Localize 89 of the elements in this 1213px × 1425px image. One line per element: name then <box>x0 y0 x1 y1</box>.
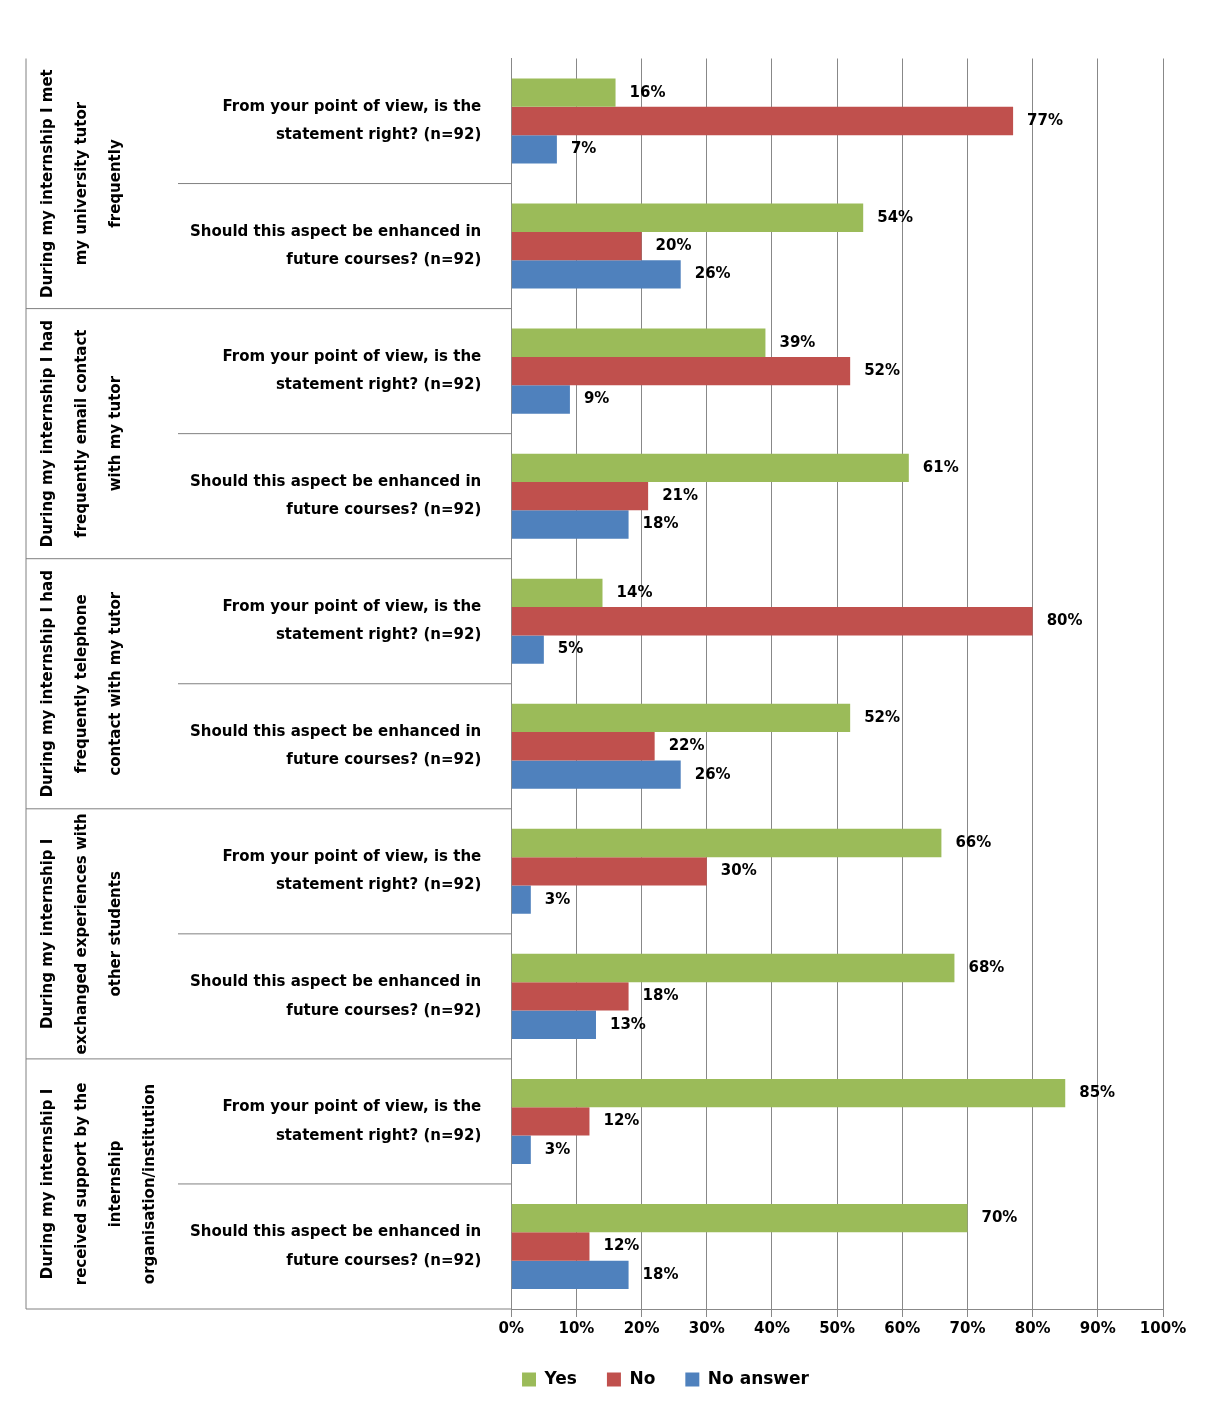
legend-label: No <box>629 1367 656 1388</box>
data-label: 68% <box>968 957 1005 976</box>
x-tick-label: 10% <box>558 1318 595 1337</box>
y-tick-label: Should this aspect be enhanced in future courses? (n=92) <box>190 1222 482 1269</box>
x-tick-label: 60% <box>884 1318 921 1337</box>
data-label: 16% <box>629 82 666 101</box>
legend-label: Yes <box>543 1367 577 1388</box>
bar <box>511 982 629 1011</box>
legend-label: No answer <box>707 1367 810 1388</box>
bar <box>511 510 629 539</box>
y-tick-label: From your point of view, is the statement right? (n=92) <box>222 346 482 394</box>
bar <box>511 385 570 414</box>
y-tick-label: From your point of view, is the statement right? (n=92) <box>222 96 482 144</box>
data-label: 61% <box>922 457 959 476</box>
y-tick-label: From your point of view, is the statement right? (n=92) <box>222 596 482 644</box>
bar <box>511 106 1014 136</box>
data-label: 5% <box>557 639 584 658</box>
text: During my internship I had frequently telephone contact with my tutor <box>37 570 124 798</box>
x-tick-label: 100% <box>1139 1318 1187 1337</box>
data-label: 12% <box>603 1111 640 1130</box>
data-label: 26% <box>694 264 731 283</box>
bar <box>511 203 864 232</box>
bar <box>511 1078 1066 1108</box>
x-tick-label: 90% <box>1079 1318 1116 1337</box>
bar <box>511 760 681 789</box>
bar <box>511 231 642 261</box>
data-label: 26% <box>694 764 731 783</box>
bar <box>511 482 649 511</box>
bar <box>511 453 909 482</box>
data-label: 7% <box>570 139 597 158</box>
data-label: 18% <box>642 514 679 533</box>
x-tick-label: 30% <box>688 1318 725 1337</box>
data-label: 14% <box>616 582 653 601</box>
text: During my internship I received support by the internship organisation/institution <box>37 1082 158 1286</box>
y-tick-label: Should this aspect be enhanced in future courses? (n=92) <box>190 221 482 269</box>
bar <box>511 732 655 761</box>
bar <box>511 1260 629 1289</box>
y-tick-label: Should this aspect be enhanced in future courses? (n=92) <box>190 721 482 769</box>
data-label: 39% <box>779 332 816 351</box>
bar <box>511 1010 596 1039</box>
bar <box>511 135 557 164</box>
data-label: 3% <box>544 889 571 908</box>
bar <box>511 328 766 357</box>
x-tick-label: 40% <box>754 1318 790 1337</box>
x-tick-label: 70% <box>949 1318 986 1337</box>
bar <box>511 828 942 858</box>
data-label: 12% <box>603 1236 640 1255</box>
bar <box>511 1232 590 1261</box>
data-label: 18% <box>642 1264 679 1283</box>
data-label: 18% <box>642 986 679 1005</box>
data-label: 13% <box>609 1014 646 1033</box>
data-label: 52% <box>864 361 901 380</box>
data-label: 85% <box>1079 1082 1116 1101</box>
bar <box>511 953 955 983</box>
data-label: 66% <box>955 832 992 851</box>
y-tick-label: Should this aspect be enhanced in future courses? (n=92) <box>190 972 482 1019</box>
data-label: 3% <box>544 1139 571 1158</box>
y-tick-label: Should this aspect be enhanced in future courses? (n=92) <box>190 471 482 519</box>
bar <box>511 607 1033 636</box>
data-label: 20% <box>655 235 692 254</box>
data-label: 21% <box>662 486 699 505</box>
y-tick-label: From your point of view, is the statement right? (n=92) <box>222 846 482 894</box>
bar <box>511 78 616 107</box>
bar <box>511 857 707 886</box>
y-tick-label: From your point of view, is the statement right? (n=92) <box>222 1097 482 1144</box>
bar <box>511 635 544 664</box>
data-label: 54% <box>877 207 914 226</box>
bar <box>511 1203 968 1233</box>
text: During my internship I met my university tutor frequently <box>37 69 124 298</box>
bar <box>511 1107 590 1136</box>
data-label: 70% <box>981 1208 1018 1227</box>
bar <box>511 260 681 289</box>
data-label: 80% <box>1046 611 1083 630</box>
x-tick-label: 20% <box>623 1318 660 1337</box>
data-label: 22% <box>668 736 705 755</box>
bar <box>511 1135 531 1164</box>
x-tick-label: 80% <box>1014 1318 1051 1337</box>
text: During my internship I had frequently email contact with my tutor <box>37 320 124 548</box>
data-label: 9% <box>583 389 610 408</box>
bar <box>511 885 531 914</box>
text: During my internship I exchanged experiences with other students <box>37 813 124 1055</box>
x-tick-label: 0% <box>498 1318 524 1337</box>
data-label: 52% <box>864 707 901 726</box>
x-tick-label: 50% <box>819 1318 856 1337</box>
data-label: 77% <box>1027 110 1064 129</box>
bar <box>511 703 851 733</box>
data-label: 30% <box>720 861 757 880</box>
bar <box>511 578 603 608</box>
bar <box>511 356 851 386</box>
